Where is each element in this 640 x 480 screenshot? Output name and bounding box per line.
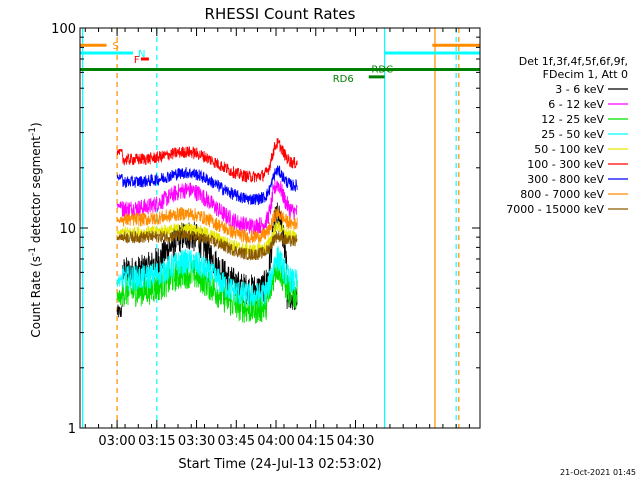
y-axis-label-mid: detector segment <box>29 136 43 247</box>
y-axis-label-sup1: -1 <box>28 247 38 256</box>
series-line-5 <box>116 137 298 183</box>
legend-label-0: 3 - 6 keV <box>555 83 604 96</box>
y-tick-label-0: 1 <box>68 422 76 437</box>
y-axis-label: Count Rate (s-1 detector segment-1) <box>28 122 43 337</box>
legend-label-1: 6 - 12 keV <box>548 98 604 111</box>
plot-frame <box>79 27 481 429</box>
x-tick-label-1: 03:15 <box>138 434 175 449</box>
y-axis-label-main: Count Rate (s <box>29 256 43 338</box>
x-tick-label-3: 03:45 <box>218 434 255 449</box>
flag-label-1: N <box>138 49 145 60</box>
flag-label-2: F <box>134 55 140 66</box>
flag-label-0: S <box>112 41 118 52</box>
legend-header-1: Det 1f,3f,4f,5f,6f,9f, <box>519 55 628 68</box>
legend-label-5: 100 - 300 keV <box>527 158 604 171</box>
y-tick-label-2: 100 <box>51 22 76 37</box>
y-tick-label-1: 10 <box>59 222 76 237</box>
plot-layer: S NF RD6 RDC 1 10 100 03:00 03:15 03:30 03:45 04:00… <box>51 22 481 449</box>
x-axis-label: Start Time (24-Jul-13 02:53:02) <box>178 457 381 472</box>
series-line-6 <box>116 165 298 206</box>
legend-label-7: 800 - 7000 keV <box>520 188 604 201</box>
legend-label-4: 50 - 100 keV <box>534 143 604 156</box>
legend: Det 1f,3f,4f,5f,6f,9f, FDecim 1, Att 0 3… <box>506 55 628 216</box>
flag-label-5: RDC <box>371 65 393 76</box>
series-line-1 <box>116 180 298 235</box>
legend-header-2: FDecim 1, Att 0 <box>543 68 628 81</box>
footer-timestamp: 21-Oct-2021 01:45 <box>560 468 636 477</box>
legend-label-3: 25 - 50 keV <box>541 128 604 141</box>
series-line-2 <box>116 254 298 324</box>
chart-title: RHESSI Count Rates <box>205 5 356 23</box>
legend-label-8: 7000 - 15000 keV <box>506 203 604 216</box>
x-tick-label-6: 04:30 <box>337 434 374 449</box>
x-tick-label-2: 03:30 <box>178 434 215 449</box>
x-tick-label-5: 04:15 <box>297 434 334 449</box>
series-line-7 <box>116 206 298 244</box>
legend-label-6: 300 - 800 keV <box>527 173 604 186</box>
series-line-8 <box>116 229 298 261</box>
series-line-3 <box>116 245 298 308</box>
y-axis-label-end: ) <box>29 122 43 127</box>
x-tick-label-0: 03:00 <box>98 434 135 449</box>
flag-label-4: RD6 <box>333 74 354 85</box>
legend-label-2: 12 - 25 keV <box>541 113 604 126</box>
x-tick-label-4: 04:00 <box>257 434 294 449</box>
y-axis-label-sup2: -1 <box>28 127 38 136</box>
